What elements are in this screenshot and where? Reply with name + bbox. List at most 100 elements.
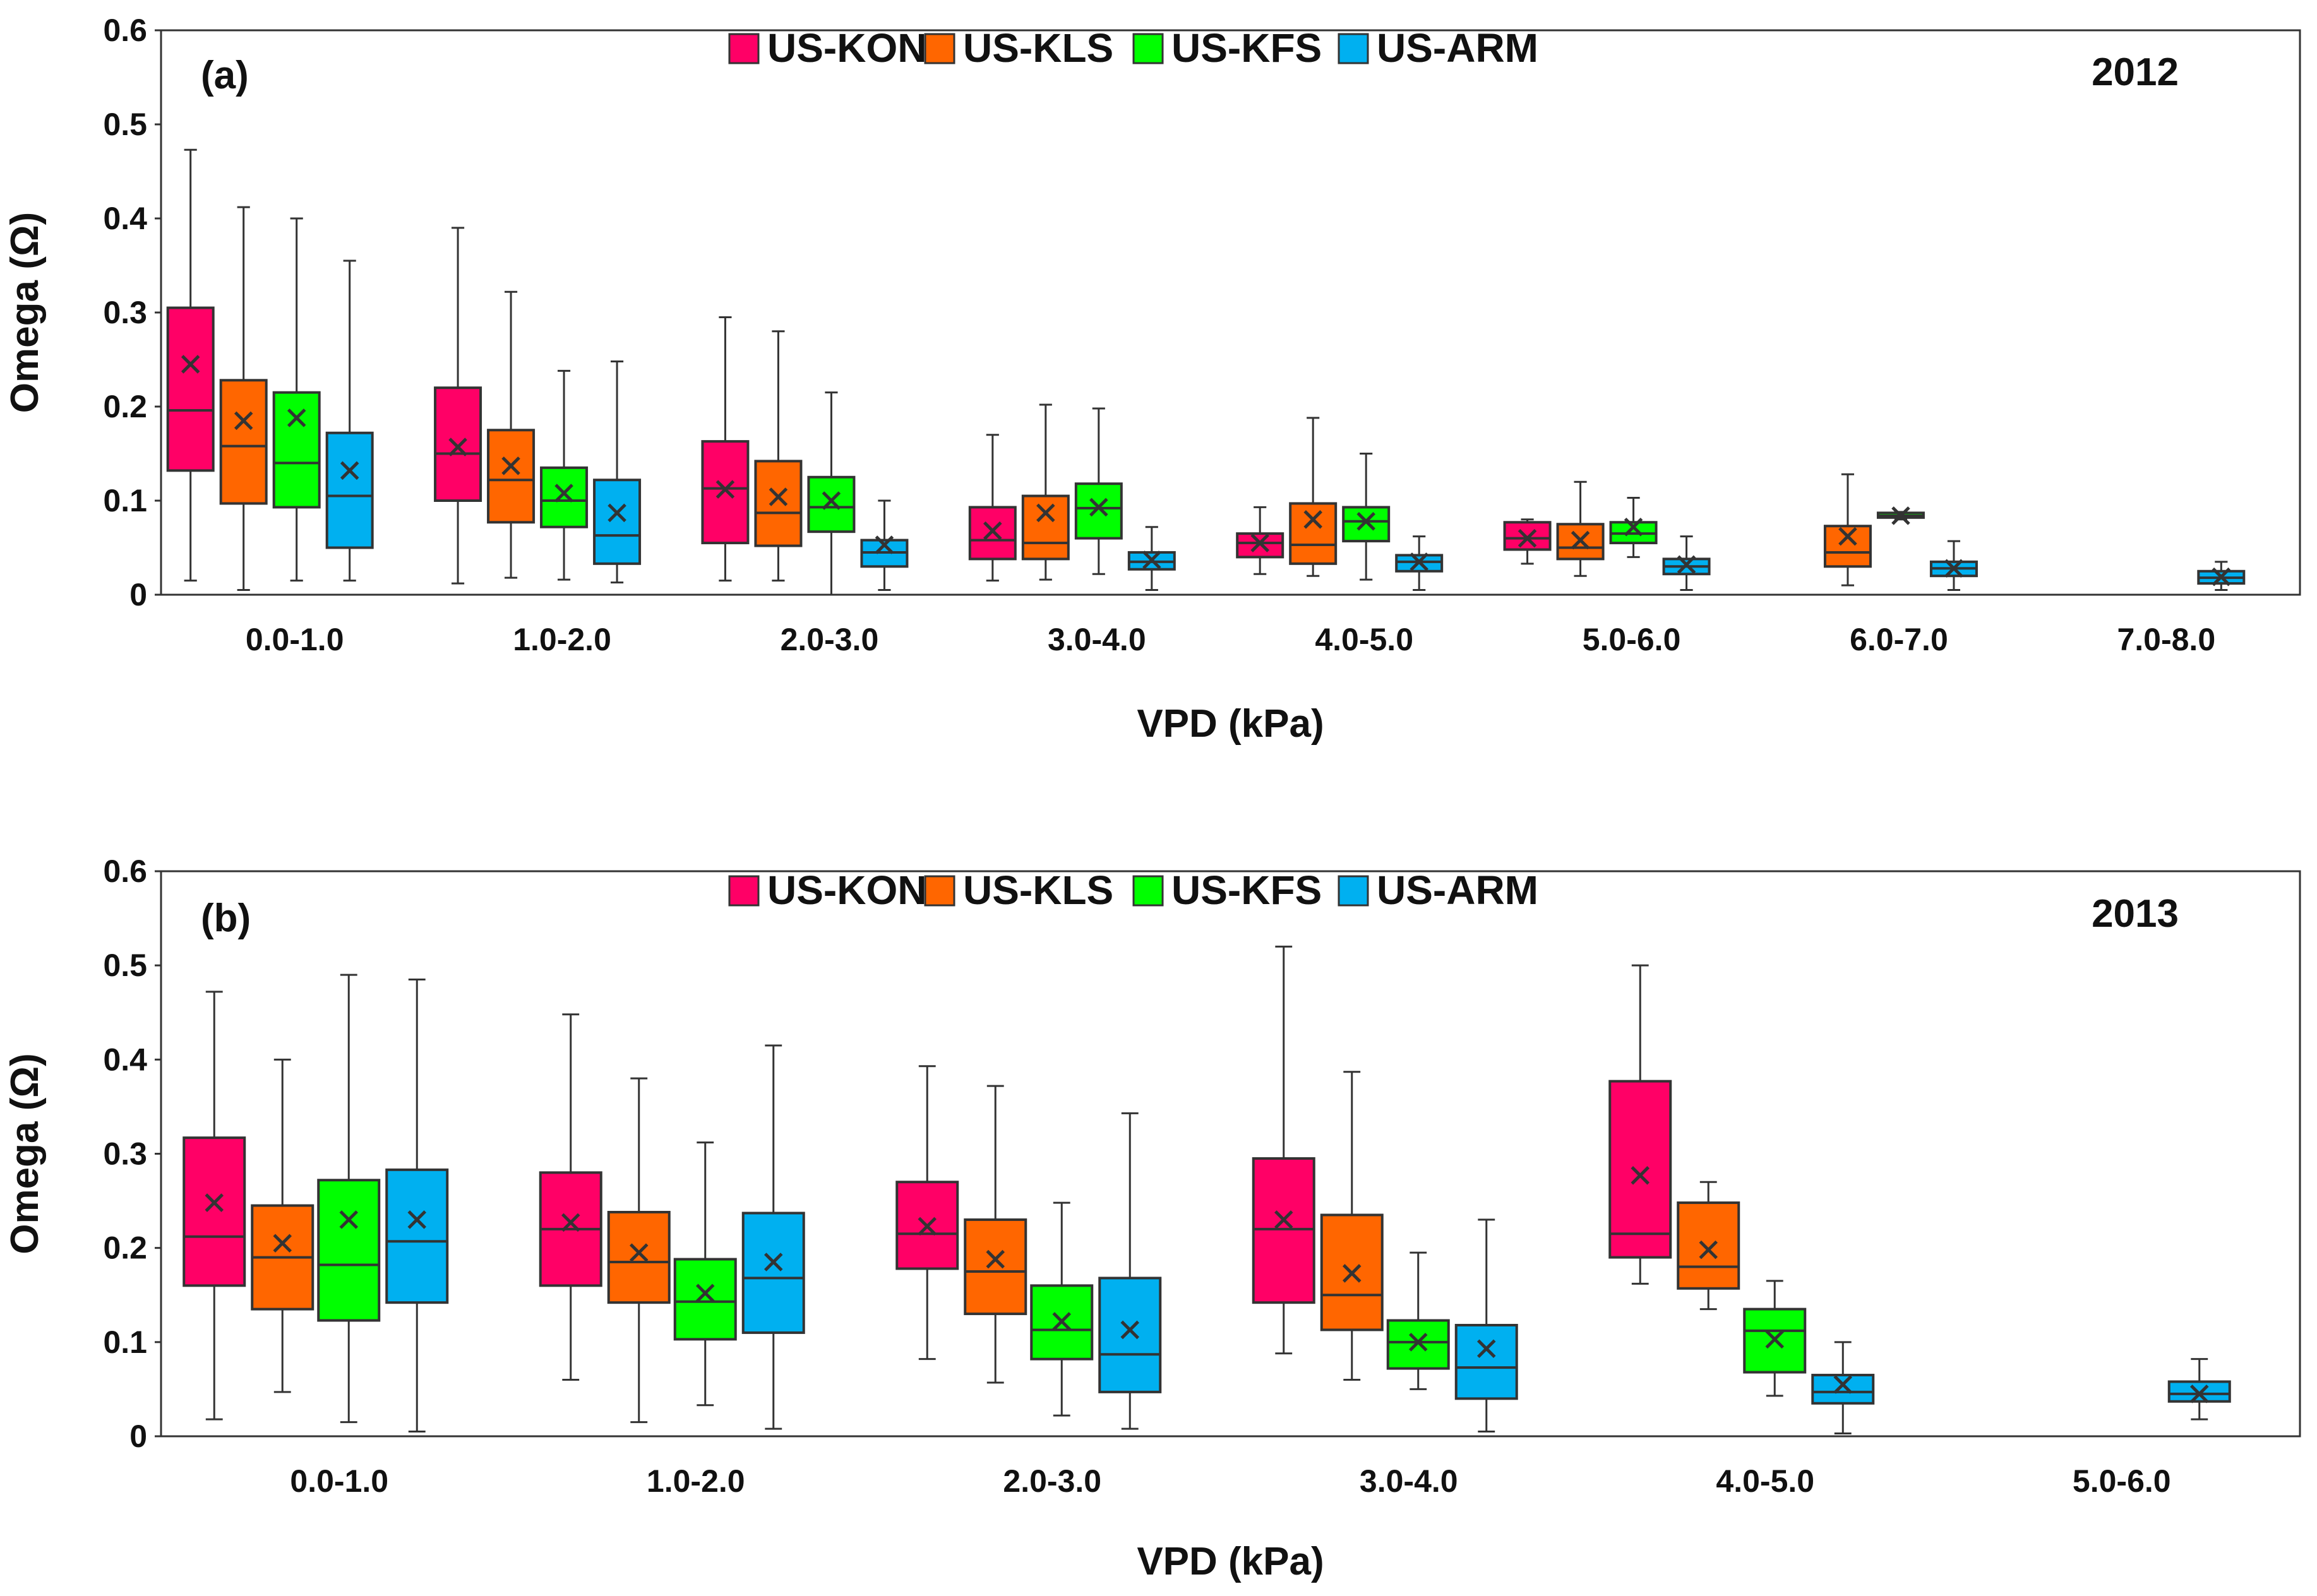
y-tick-label: 0.4 [103, 201, 147, 236]
box-us-kon-2.0-3.0 [701, 316, 750, 582]
box-us-arm-2.0-3.0 [1098, 1112, 1162, 1430]
legend-label: US-KFS [1171, 25, 1322, 71]
mean-marker [986, 1249, 1005, 1269]
box-us-kon-2.0-3.0 [895, 1065, 959, 1361]
x-tick-label: 1.0-2.0 [647, 1463, 745, 1499]
legend-swatch [1132, 875, 1164, 907]
box-us-kfs-6.0-7.0 [1876, 506, 1925, 525]
box-us-kfs-4.0-5.0 [1342, 453, 1391, 581]
x-tick-label: 2.0-3.0 [781, 622, 879, 657]
panel-label: (a) [201, 54, 249, 97]
iqr-box [183, 1136, 246, 1287]
box-us-kfs-1.0-2.0 [673, 1141, 737, 1407]
mean-marker [1476, 1339, 1496, 1359]
iqr-box [385, 1168, 449, 1304]
y-tick-label: 0.5 [103, 107, 147, 142]
mean-marker [1833, 1375, 1853, 1394]
iqr-box [540, 466, 589, 528]
box-us-arm-4.0-5.0 [1811, 1341, 1875, 1435]
box-us-kls-3.0-4.0 [1021, 403, 1070, 581]
legend-label: US-ARM [1377, 25, 1538, 71]
mean-marker [769, 487, 788, 506]
mean-marker [205, 1193, 224, 1212]
iqr-box [1021, 494, 1070, 561]
box-us-arm-6.0-7.0 [1929, 540, 1978, 592]
mean-marker [407, 1210, 427, 1229]
mean-marker [340, 461, 359, 480]
y-tick-label: 0 [129, 577, 147, 612]
legend-label: US-ARM [1377, 867, 1538, 913]
mean-marker [1250, 533, 1269, 552]
mean-marker [234, 411, 253, 431]
box-us-arm-0.0-1.0 [385, 979, 449, 1433]
box-us-arm-5.0-6.0 [1662, 535, 1711, 592]
x-tick-label: 2.0-3.0 [1003, 1463, 1101, 1499]
iqr-box [1342, 506, 1391, 543]
mean-marker [918, 1217, 937, 1236]
mean-marker [1410, 552, 1428, 571]
mean-marker [875, 535, 894, 554]
mean-marker [273, 1234, 292, 1253]
plot-area [160, 870, 2301, 1438]
legend-swatch [1338, 33, 1369, 64]
iqr-box [272, 391, 321, 509]
y-tick-label: 0 [129, 1419, 147, 1454]
box-us-kfs-0.0-1.0 [317, 974, 381, 1424]
panel-label: (b) [201, 896, 251, 940]
box-us-arm-1.0-2.0 [741, 1044, 805, 1430]
panel-b: 0 0.1 0.2 0.3 0.4 0.5 0.6 0.0-1.0 1.0-2.0 2.0-3.0… [3, 854, 2301, 1583]
x-tick-label: 0.0-1.0 [290, 1463, 388, 1499]
x-tick-label: 6.0-7.0 [1850, 622, 1948, 657]
mean-marker [1765, 1330, 1785, 1349]
legend-swatch [728, 33, 760, 64]
box-us-kls-2.0-3.0 [754, 330, 803, 582]
iqr-box [1823, 525, 1872, 568]
mean-marker [1571, 530, 1590, 550]
box-us-kfs-1.0-2.0 [540, 369, 589, 581]
iqr-box [2167, 1380, 2231, 1403]
iqr-box [1320, 1213, 1384, 1331]
iqr-box [166, 306, 215, 472]
box-us-kon-1.0-2.0 [539, 1013, 602, 1381]
iqr-box [487, 429, 536, 524]
y-tick-label: 0.6 [103, 854, 147, 889]
box-us-kon-0.0-1.0 [183, 991, 246, 1420]
x-axis-title: VPD (kPa) [1137, 702, 1324, 746]
box-us-arm-2.0-3.0 [860, 499, 909, 592]
y-tick-label: 0.3 [103, 1136, 147, 1172]
mean-marker [1142, 551, 1161, 569]
y-tick-label: 0.2 [103, 389, 147, 424]
x-tick-label: 4.0-5.0 [1315, 622, 1413, 657]
mean-marker [1518, 528, 1537, 548]
mean-marker [822, 491, 841, 510]
iqr-box [1074, 482, 1123, 540]
mean-marker [763, 1253, 783, 1271]
mean-marker [1356, 512, 1375, 531]
box-us-kfs-2.0-3.0 [1030, 1201, 1094, 1417]
legend-swatch [1132, 33, 1164, 64]
iqr-box [1677, 1201, 1740, 1290]
plot-area [160, 29, 2301, 596]
box-us-kfs-3.0-4.0 [1074, 407, 1123, 575]
iqr-box [434, 386, 482, 503]
iqr-box [219, 379, 268, 505]
box-us-arm-7.0-8.0 [2197, 561, 2246, 592]
x-tick-label: 1.0-2.0 [513, 622, 611, 657]
iqr-box [1503, 521, 1552, 551]
box-us-kls-4.0-5.0 [1677, 1181, 1740, 1311]
mean-marker [181, 355, 200, 374]
y-axis-title: Omega (Ω) [3, 212, 47, 413]
box-us-kfs-0.0-1.0 [272, 217, 321, 582]
iqr-box [317, 1179, 381, 1322]
box-us-kls-3.0-4.0 [1320, 1071, 1384, 1381]
mean-marker [983, 521, 1002, 540]
legend-label: US-KON [767, 25, 926, 71]
iqr-box [741, 1212, 805, 1334]
x-tick-label: 3.0-4.0 [1360, 1463, 1458, 1499]
box-us-kls-0.0-1.0 [219, 206, 268, 592]
y-tick-label: 0.1 [103, 483, 147, 518]
iqr-box [807, 475, 856, 533]
iqr-box [968, 506, 1017, 561]
iqr-box [1236, 532, 1284, 559]
